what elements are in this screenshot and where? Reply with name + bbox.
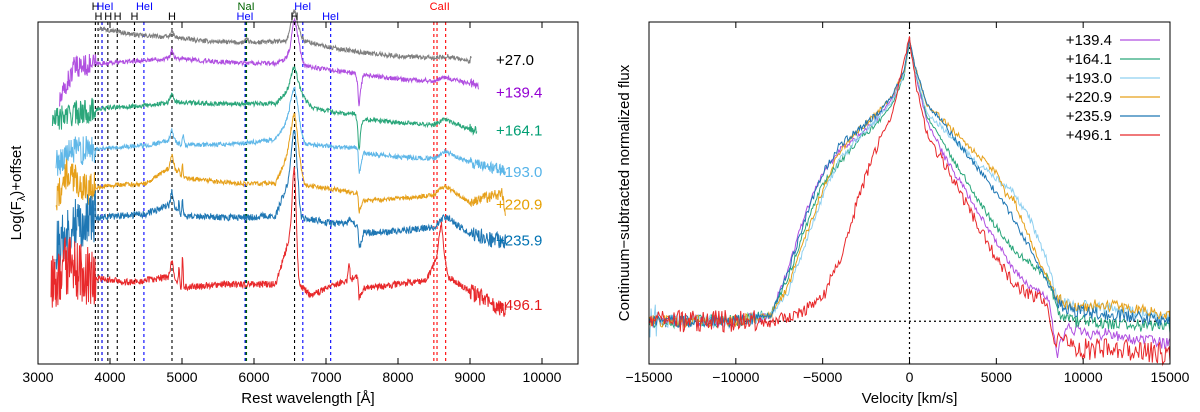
velocity-panel: −15000 −10000 −5000 0 5000 10000 15000 +139.4+… <box>616 21 1190 407</box>
x-tick-label: −15000 <box>625 369 672 385</box>
spectra-panel: 3000 4000 5000 6000 7000 8000 9000 10000 +27.0+… <box>8 1 579 407</box>
spectrum-line <box>55 112 507 217</box>
epoch-labels: +27.0 +139.4 +164.1 +193.0 +220.9 +235.9 +496.… <box>496 52 542 314</box>
marker-label: HeI <box>237 11 254 23</box>
marker-label: H <box>168 11 176 23</box>
spectrum-line <box>96 9 472 64</box>
x-tick-label: 10000 <box>1064 369 1103 385</box>
x-tick-label: 9000 <box>454 369 485 385</box>
legend-label: +496.1 <box>1066 127 1112 144</box>
x-axis-ticks: 3000 4000 5000 6000 7000 8000 9000 10000 <box>22 22 562 385</box>
spectrum-line <box>51 66 478 151</box>
line-markers <box>94 22 447 364</box>
x-tick-label: 5000 <box>166 369 197 385</box>
marker-label: H <box>92 1 100 13</box>
spectrum-line <box>50 166 507 317</box>
x-tick-label: 8000 <box>382 369 413 385</box>
spectrum-line <box>55 86 507 176</box>
legend-label: +235.9 <box>1066 108 1112 125</box>
marker-label: H <box>95 11 103 23</box>
x-tick-label: 3000 <box>22 369 53 385</box>
x-tick-label: 5000 <box>981 369 1012 385</box>
marker-label: CaII <box>430 1 450 13</box>
x-tick-label: 0 <box>906 369 914 385</box>
epoch-label: +139.4 <box>496 84 542 101</box>
marker-label: HeI <box>322 11 339 23</box>
epoch-label: +193.0 <box>496 164 542 181</box>
profile-series <box>648 36 1171 367</box>
spectrum-line <box>59 17 480 107</box>
marker-label: NaI <box>238 1 255 13</box>
legend-label: +164.1 <box>1066 51 1112 68</box>
y-axis-label: Log(Fλ)+offset <box>8 145 28 241</box>
legend-label: +193.0 <box>1066 70 1112 87</box>
y-axis-label-main: Log(F <box>8 201 25 240</box>
spectrum-line <box>55 130 507 272</box>
profile-line <box>648 36 1171 367</box>
marker-label: H <box>131 11 139 23</box>
x-tick-label: −10000 <box>712 369 759 385</box>
x-tick-label: 4000 <box>94 369 125 385</box>
epoch-label: +235.9 <box>496 233 542 250</box>
marker-label: HeI <box>136 1 153 13</box>
y-axis-label: Continuum−subtracted normalized flux <box>616 64 633 321</box>
legend-label: +220.9 <box>1066 89 1112 106</box>
epoch-label: +220.9 <box>496 196 542 213</box>
y-axis-label-subscript: λ <box>16 195 28 201</box>
marker-label: HeI <box>294 1 311 13</box>
epoch-label: +27.0 <box>496 52 534 69</box>
y-axis-label-tail: )+offset <box>8 145 25 196</box>
x-axis-label: Velocity [km/s] <box>862 390 958 407</box>
plot-frame <box>37 21 579 365</box>
marker-label: H <box>104 11 112 23</box>
epoch-label: +164.1 <box>496 122 542 139</box>
x-tick-label: 15000 <box>1151 369 1190 385</box>
x-tick-label: 6000 <box>238 369 269 385</box>
legend-label: +139.4 <box>1066 32 1112 49</box>
spectra-series <box>50 9 507 317</box>
x-tick-label: 10000 <box>523 369 562 385</box>
legend: +139.4 +164.1 +193.0 +220.9 +235.9 +496.1 <box>1066 32 1160 144</box>
marker-label: H <box>291 11 299 23</box>
x-tick-label: 7000 <box>310 369 341 385</box>
x-axis-label: Rest wavelength [Å] <box>241 390 374 407</box>
x-tick-label: −5000 <box>803 369 843 385</box>
marker-label: HeI <box>96 1 113 13</box>
x-axis-ticks: −15000 −10000 −5000 0 5000 10000 15000 <box>625 22 1190 385</box>
epoch-label: +496.1 <box>496 297 542 314</box>
marker-label: H <box>114 11 122 23</box>
